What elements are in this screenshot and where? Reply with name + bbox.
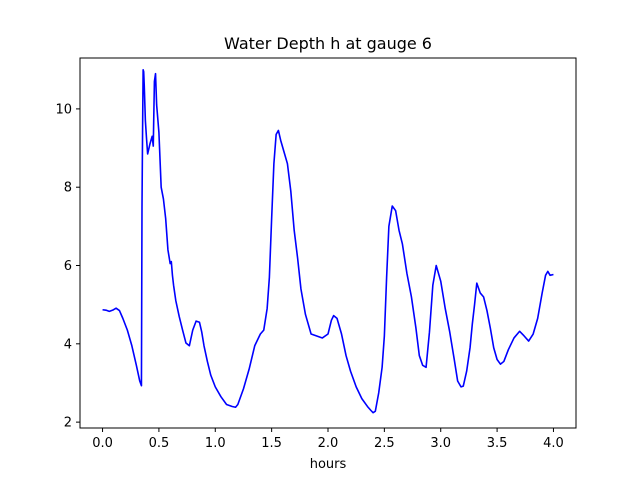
x-tick-label: 3.5 <box>487 436 508 451</box>
x-tick-label: 3.0 <box>430 436 451 451</box>
y-tick-label: 10 <box>55 102 72 117</box>
x-tick-label: 1.0 <box>205 436 226 451</box>
x-tick-label: 2.5 <box>374 436 395 451</box>
y-tick-label: 8 <box>64 181 72 196</box>
x-tick-label: 0.0 <box>92 436 113 451</box>
y-tick-label: 2 <box>64 416 72 431</box>
x-axis-label: hours <box>310 457 347 472</box>
x-tick-label: 0.5 <box>149 436 170 451</box>
y-tick-label: 4 <box>64 337 72 352</box>
x-tick-label: 2.0 <box>318 436 339 451</box>
series-line-0 <box>102 68 554 414</box>
x-tick-label: 1.5 <box>261 436 282 451</box>
x-tick-label: 4.0 <box>543 436 564 451</box>
x-axis: 0.0 0.5 1.0 1.5 2.0 2.5 3.0 3.5 4.0 <box>92 428 564 451</box>
chart-title: Water Depth h at gauge 6 <box>224 34 432 53</box>
series-layer <box>102 68 554 414</box>
y-tick-label: 6 <box>64 259 72 274</box>
y-axis: 2 4 6 8 10 <box>55 102 80 431</box>
